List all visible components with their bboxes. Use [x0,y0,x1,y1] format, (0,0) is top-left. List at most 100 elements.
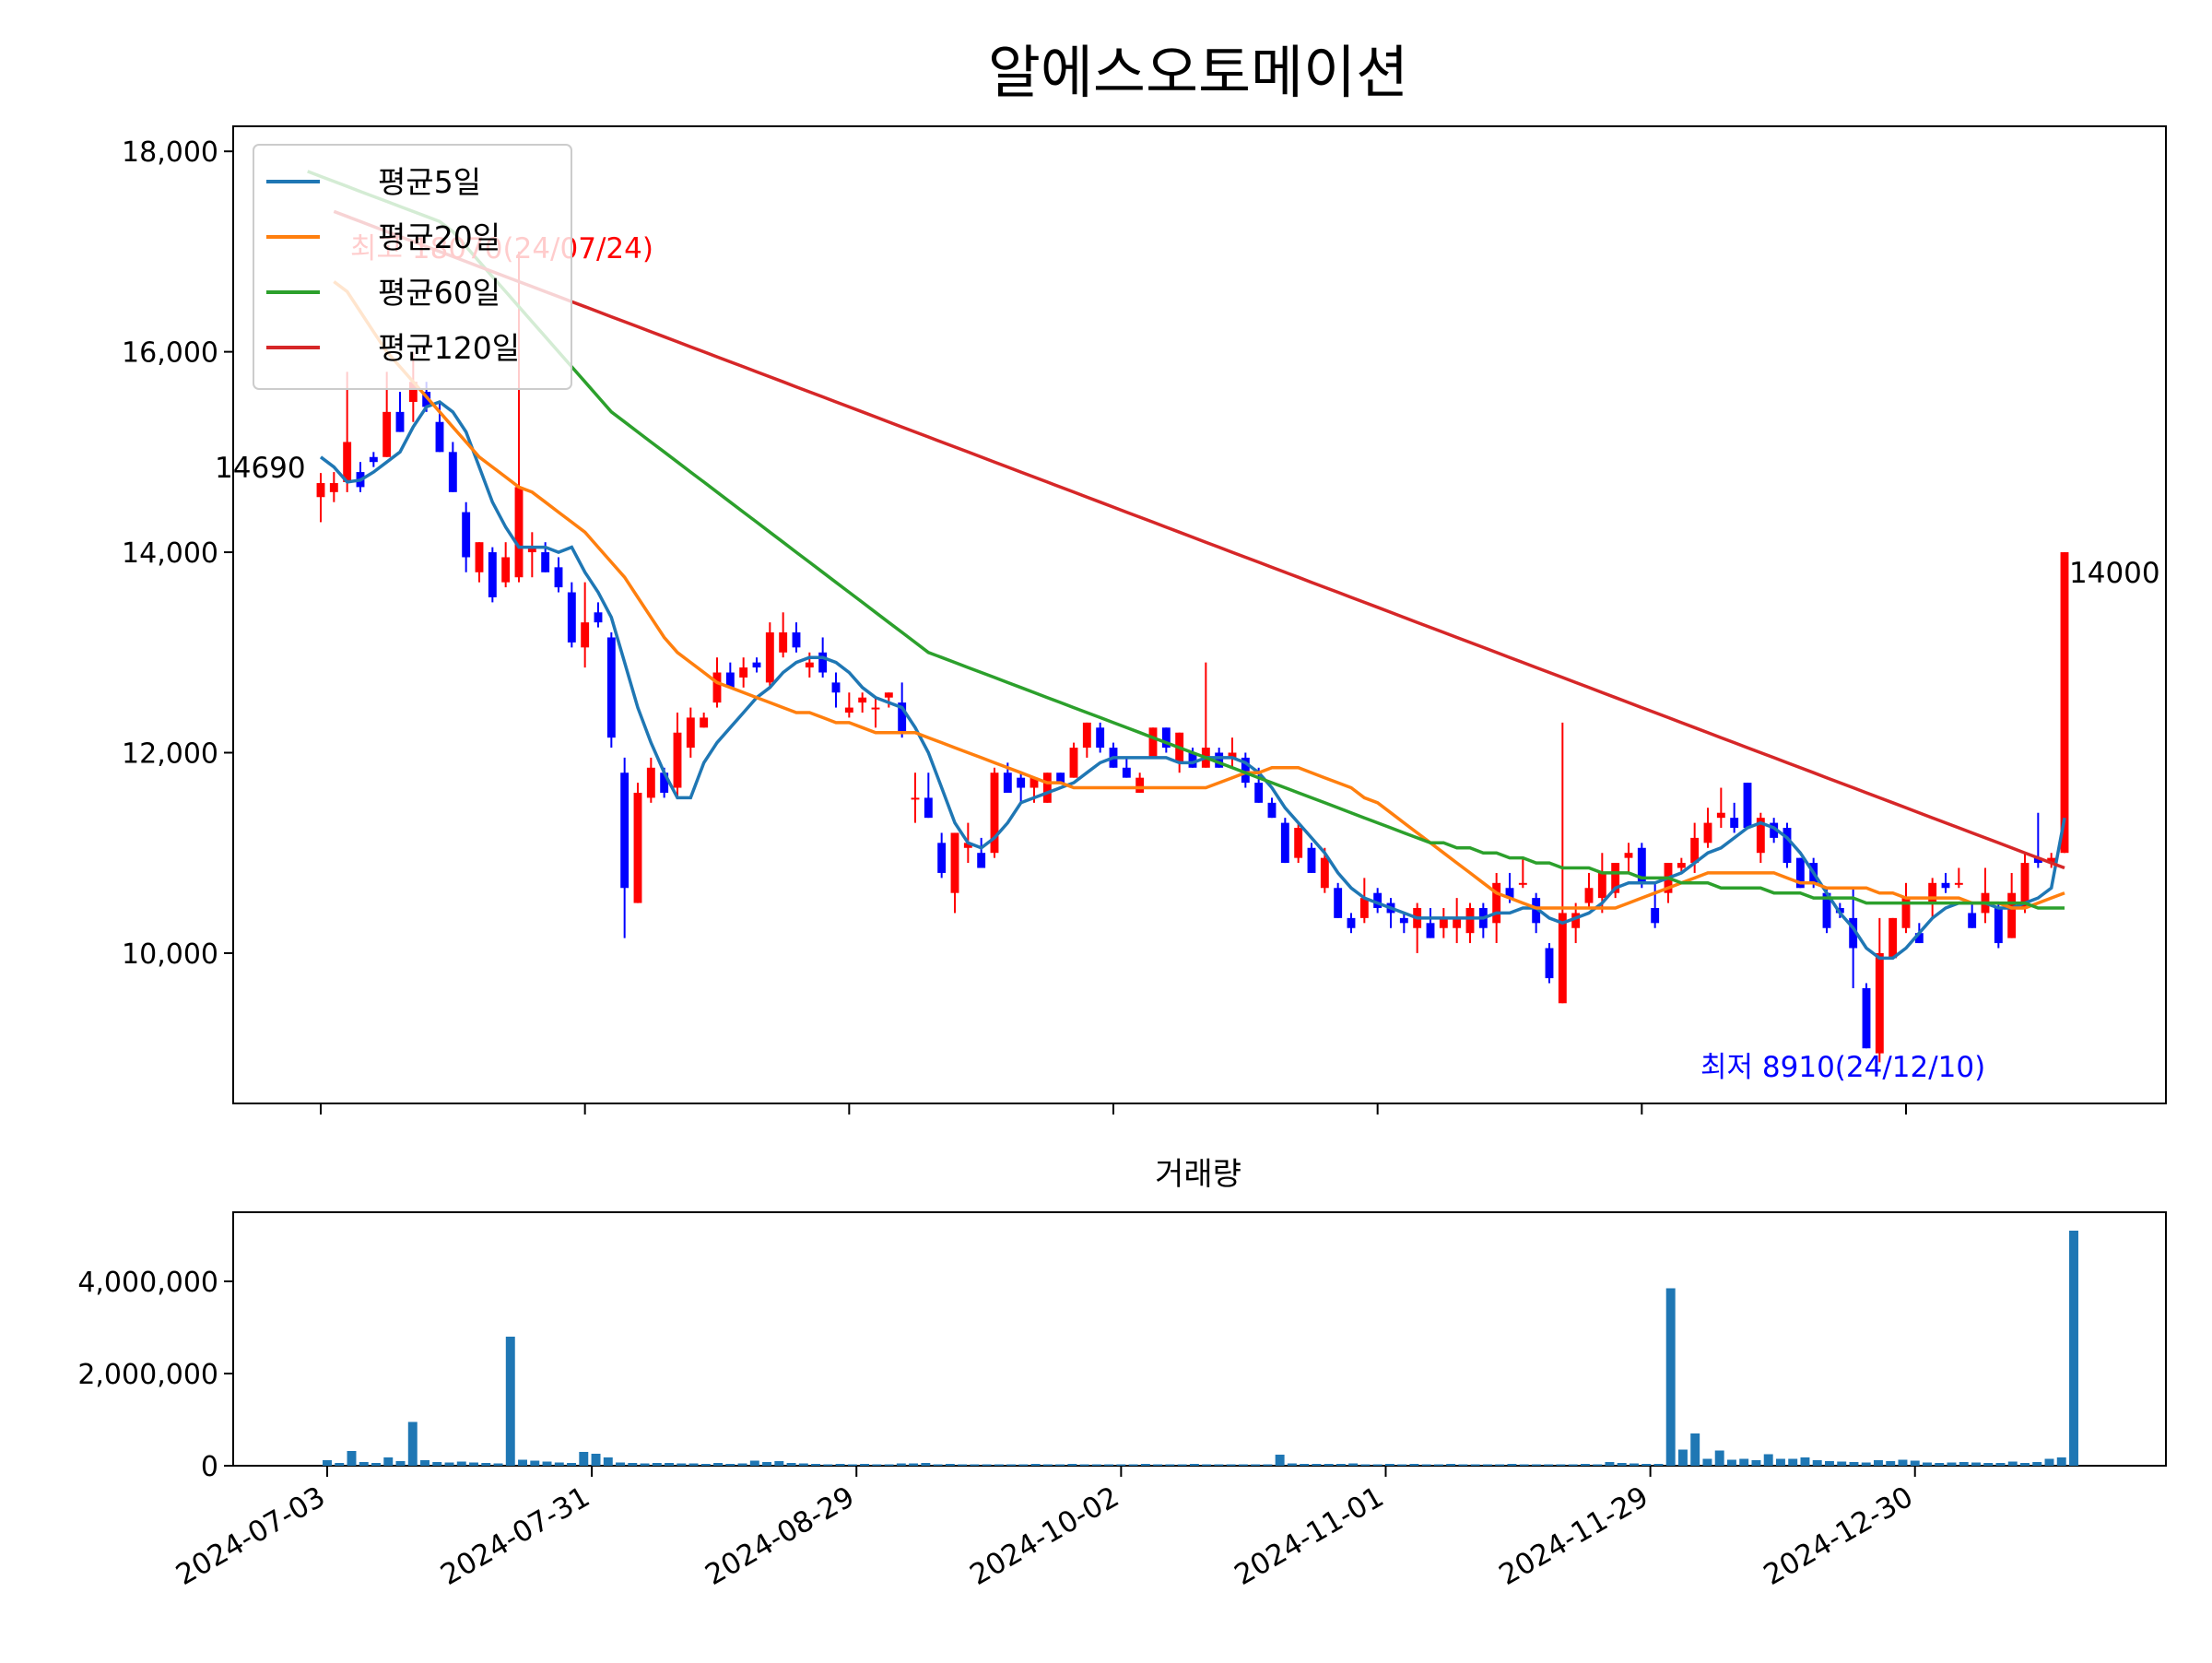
volume-bar [1263,1464,1273,1466]
price-y-tick-label: 16,000 [122,337,218,370]
candle-body [963,843,972,848]
candle-body [646,767,655,798]
volume-bar [909,1463,919,1466]
volume-bar [994,1464,1004,1466]
volume-bar [1886,1461,1896,1466]
candle-body [1453,917,1462,928]
volume-bar [1775,1458,1785,1466]
candle-body [792,632,801,648]
candle-body [1703,822,1712,843]
candle-body [1188,752,1197,768]
volume-bar [1995,1463,2006,1466]
candle-body [950,832,959,893]
candle-body [1597,872,1606,899]
volume-bar [323,1460,332,1466]
legend-box [253,144,572,390]
candle-body [884,692,893,698]
legend-label: 평균60일 [378,275,500,311]
volume-bar [945,1464,955,1466]
volume-bar [713,1463,724,1466]
candle-body [1795,857,1805,889]
volume-bar [1055,1464,1065,1466]
candle-body [1532,898,1541,924]
volume-bar [518,1459,527,1466]
volume-bar [1690,1433,1700,1466]
candle-body [1215,752,1224,768]
volume-bar [1580,1464,1590,1466]
volume-bar [371,1463,381,1466]
candle-body [937,843,947,873]
volume-bar [335,1463,345,1466]
volume-bar [1702,1458,1712,1466]
volume-bar [1531,1464,1541,1466]
legend-label: 평균120일 [378,330,520,366]
x-tick-label: 2024-12-30 [1759,1480,1919,1592]
volume-bar [2020,1463,2030,1466]
volume-bar [1824,1461,1834,1466]
candle-body [1743,783,1752,829]
volume-bar [395,1461,406,1466]
candle-body [1069,748,1078,778]
candle-body [1783,828,1792,864]
x-tick-label: 2024-07-03 [171,1480,331,1592]
volume-bar [1617,1463,1627,1466]
candle-body [606,637,616,738]
candle-body [871,707,880,710]
volume-bar [1214,1464,1224,1466]
volume-bar [2032,1462,2042,1466]
volume-bar [1910,1460,1920,1466]
candle-body [752,662,761,668]
volume-bar [1507,1464,1517,1466]
volume-bar [1593,1464,1603,1466]
candle-body [1518,882,1527,885]
volume-bar [700,1464,711,1466]
volume-bar [1959,1462,1969,1466]
candle-body [1928,882,1937,903]
candle-body [898,702,907,733]
candle-body [475,542,484,572]
volume-bar [1544,1464,1554,1466]
candle-body [581,622,590,648]
candle-body [1030,777,1039,788]
candle-body [990,773,999,854]
candle-body [805,662,814,668]
candle-body [1637,847,1646,883]
volume-bar [1739,1458,1749,1466]
volume-bar [1189,1464,1199,1466]
volume-bar [1079,1464,1089,1466]
candle-body [1241,757,1250,784]
volume-bar [1006,1464,1017,1466]
volume-bar [1935,1463,1945,1466]
volume-bar [1568,1464,1578,1466]
volume-bar [1714,1450,1724,1466]
candle-body [725,672,735,688]
volume-bar [1421,1464,1431,1466]
candle-body [1267,802,1277,819]
volume-bar [1800,1457,1810,1466]
volume-bar [1923,1462,1932,1466]
candle-body [554,567,563,588]
volume-bar [749,1460,759,1466]
candle-body [1862,987,1871,1049]
candle-body [1042,773,1052,803]
volume-bar [1433,1464,1443,1466]
volume-bar [359,1462,369,1466]
candle-body [844,707,853,713]
volume-bar [665,1463,675,1466]
volume-bar [579,1452,589,1466]
volume-bar [1470,1464,1480,1466]
candle-body [686,717,695,749]
ma20-line [333,280,2065,910]
candle-body [1954,882,1963,885]
candle-body [408,382,418,402]
volume-bar [1983,1463,1994,1466]
candle-body [739,667,748,678]
candle-body [514,487,524,578]
volume-bar [1335,1464,1346,1466]
candle-body [1558,913,1567,1004]
candle-body [1941,882,1950,889]
candle-body [422,392,431,407]
x-tick-label: 2024-11-01 [1229,1480,1389,1592]
candle-body [1505,888,1514,899]
